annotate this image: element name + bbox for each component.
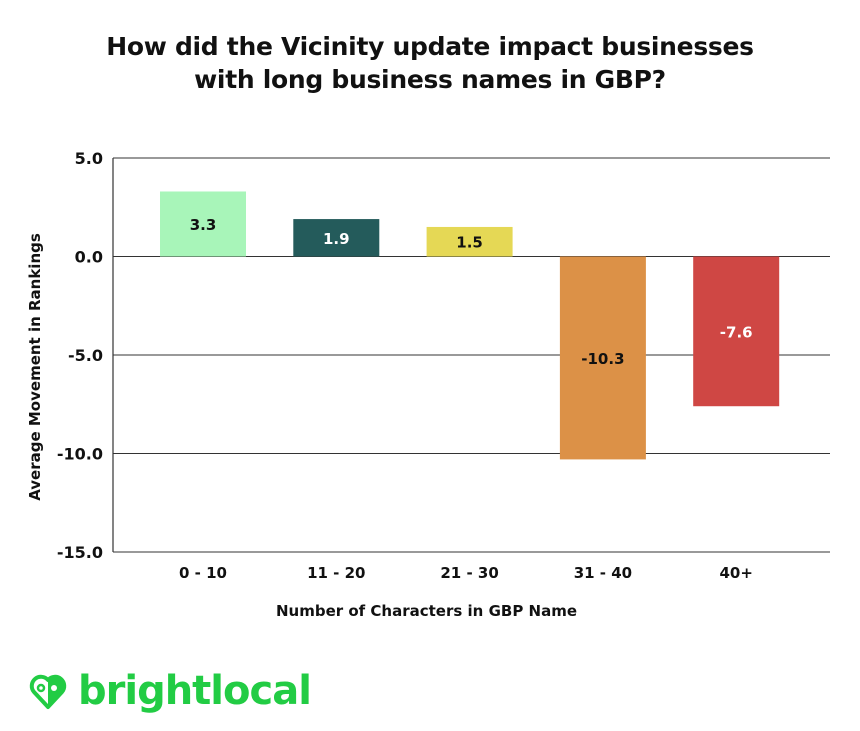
- brightlocal-logo: brightlocal: [28, 668, 312, 714]
- data-label: 1.5: [456, 234, 483, 252]
- x-tick-label: 21 - 30: [440, 564, 498, 582]
- y-tick-label: 5.0: [75, 149, 103, 168]
- chart-title: How did the Vicinity update impact busin…: [0, 30, 860, 96]
- y-tick-label: -10.0: [57, 445, 103, 464]
- bar-31-40: [559, 256, 646, 460]
- bar-21-30: [426, 226, 513, 257]
- x-tick-label: 40+: [719, 564, 752, 582]
- title-line-2: with long business names in GBP?: [194, 65, 666, 94]
- x-tick-label: 11 - 20: [307, 564, 365, 582]
- x-tick-label: 0 - 10: [179, 564, 227, 582]
- logo-text: brightlocal: [78, 668, 312, 714]
- bar-0-10: [160, 191, 246, 257]
- y-tick-label: -15.0: [57, 543, 103, 562]
- y-tick-label: 0.0: [75, 248, 103, 267]
- x-axis-label: Number of Characters in GBP Name: [276, 602, 577, 620]
- x-tick-label: 31 - 40: [574, 564, 632, 582]
- heart-pin-icon: [29, 674, 67, 709]
- data-label: 3.3: [190, 216, 217, 234]
- y-tick-label: -5.0: [68, 346, 103, 365]
- title-line-1: How did the Vicinity update impact busin…: [106, 32, 754, 61]
- data-label: -7.6: [720, 323, 753, 341]
- data-label: 1.9: [323, 230, 350, 248]
- bar-11-20: [293, 219, 380, 257]
- data-label: -10.3: [581, 350, 624, 368]
- y-axis-label: Average Movement in Rankings: [26, 233, 44, 501]
- bar-40+: [693, 256, 780, 407]
